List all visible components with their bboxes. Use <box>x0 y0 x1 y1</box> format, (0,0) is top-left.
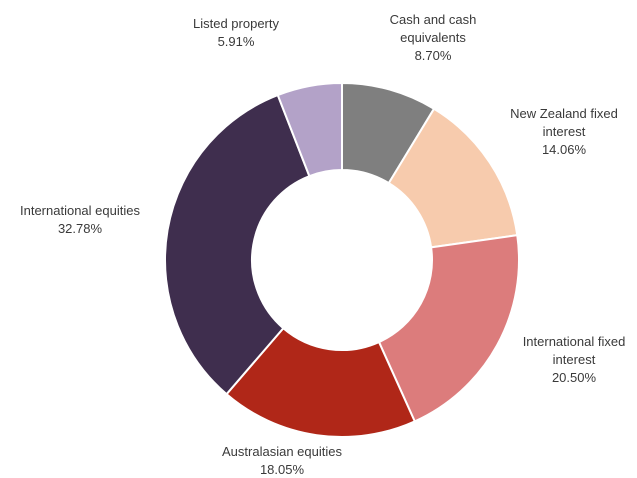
slice-value-3: 18.05% <box>260 462 305 477</box>
slice-name-0-line-0: Cash and cash <box>390 12 477 27</box>
slice-name-5-line-0: Listed property <box>193 16 279 31</box>
slice-name-2-line-1: interest <box>553 352 596 367</box>
slice-label-3: Australasian equities 18.05% <box>222 444 342 477</box>
slice-name-3-line-0: Australasian equities <box>222 444 342 459</box>
slice-label-0: Cash and cash equivalents 8.70% <box>390 12 477 63</box>
slice-name-1-line-0: New Zealand fixed <box>510 106 618 121</box>
slice-label-2: International fixed interest 20.50% <box>523 334 626 385</box>
slice-name-2-line-0: International fixed <box>523 334 626 349</box>
slice-label-5: Listed property 5.91% <box>193 16 279 49</box>
slice-label-1: New Zealand fixed interest 14.06% <box>510 106 618 157</box>
slice-5 <box>276 81 343 178</box>
slice-name-1-line-1: interest <box>543 124 586 139</box>
slice-value-2: 20.50% <box>552 370 597 385</box>
slice-value-1: 14.06% <box>542 142 587 157</box>
slice-value-4: 32.78% <box>58 221 103 236</box>
slice-label-4: International equities 32.78% <box>20 203 140 236</box>
slice-4 <box>164 93 311 396</box>
slice-labels: Cash and cash equivalents 8.70% New Zealand… <box>20 12 625 477</box>
slice-value-5: 5.91% <box>218 34 255 49</box>
slice-3 <box>225 326 417 438</box>
slice-2 <box>377 234 520 423</box>
donut-slices <box>164 81 520 438</box>
slice-name-4-line-0: International equities <box>20 203 140 218</box>
slice-value-0: 8.70% <box>415 48 452 63</box>
slice-name-0-line-1: equivalents <box>400 30 466 45</box>
